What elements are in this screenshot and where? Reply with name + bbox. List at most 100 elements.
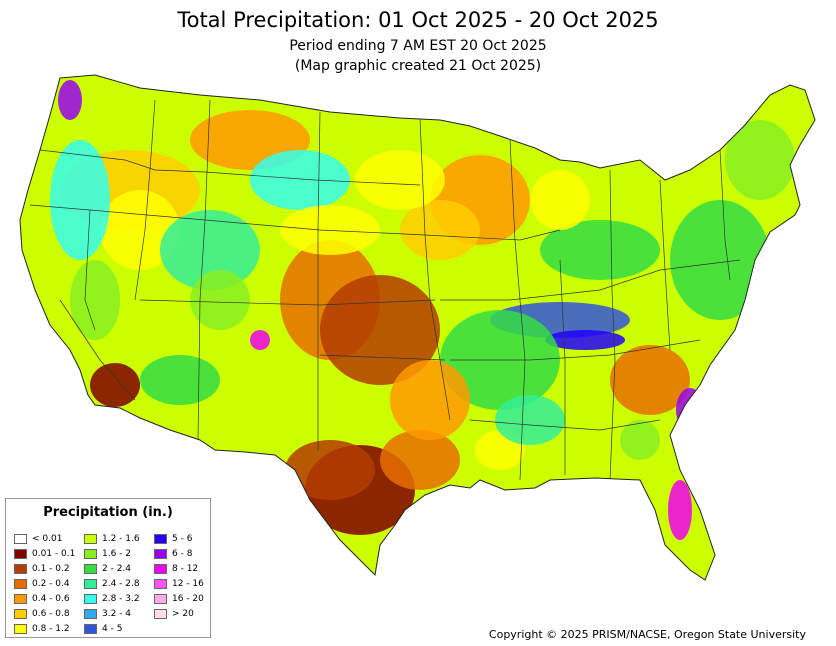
legend-label: 6 - 8 [172,549,193,559]
precip-region [190,270,250,330]
legend-label: 2 - 2.4 [102,564,132,574]
legend-label: > 20 [172,609,194,619]
legend-swatch [154,563,167,574]
legend-swatch [14,608,27,619]
state-border [559,259,566,475]
precip-region [545,330,625,350]
legend-swatch [14,623,27,634]
state-border [450,339,701,361]
legend-item: 0.6 - 0.8 [14,608,70,620]
legend-label: 2.8 - 3.2 [102,594,140,604]
state-border [609,169,616,481]
legend-swatch [14,563,27,574]
precip-region [725,120,795,200]
state-border [424,229,561,241]
state-border [39,149,421,186]
us-outline [19,74,816,581]
legend-title: Precipitation (in.) [43,505,173,520]
precip-region [70,260,120,340]
legend-item: 0.8 - 1.2 [14,623,70,635]
state-border [139,299,436,306]
legend-item: 1.2 - 1.6 [84,533,140,545]
precip-region [540,220,660,280]
precip-region [580,458,640,482]
state-border [659,179,671,351]
legend-label: 2.4 - 2.8 [102,579,140,589]
legend-label: 4 - 5 [102,624,123,634]
precip-region [620,420,660,460]
precip-region [676,388,704,432]
legend-swatch [84,533,97,544]
precip-region [400,200,480,260]
precip-region [285,440,375,500]
precip-region [668,480,692,540]
precip-region [50,140,110,260]
legend-item: 5 - 6 [154,533,192,545]
state-border [440,259,741,301]
precip-region [320,275,440,385]
precip-region [90,363,140,407]
legend-item: 0.1 - 0.2 [14,563,70,575]
state-border [197,99,211,441]
legend-item: 1.6 - 2 [84,548,131,560]
precip-region [390,360,470,440]
legend-item: 0.4 - 0.6 [14,593,70,605]
state-border [84,209,96,331]
precip-region [380,430,460,490]
legend-label: 0.01 - 0.1 [32,549,76,559]
state-border [509,139,526,481]
legend-swatch [14,578,27,589]
map-title: Total Precipitation: 01 Oct 2025 - 20 Oc… [177,8,659,32]
legend-item: 12 - 16 [154,578,204,590]
legend-swatch [14,593,27,604]
legend-swatch [154,533,167,544]
precip-region [355,150,445,210]
legend-item: > 20 [154,608,194,620]
legend-swatch [154,608,167,619]
legend-label: 3.2 - 4 [102,609,132,619]
legend-label: 0.2 - 0.4 [32,579,70,589]
map-period: Period ending 7 AM EST 20 Oct 2025 [289,38,547,54]
legend-item: 8 - 12 [154,563,198,575]
legend-item: 16 - 20 [154,593,204,605]
legend-swatch [154,548,167,559]
legend-label: 0.6 - 0.8 [32,609,70,619]
legend-label: < 0.01 [32,534,63,544]
state-border [719,149,731,281]
legend-swatch [84,578,97,589]
state-border [317,111,321,450]
legend-label: 8 - 12 [172,564,199,574]
legend-label: 5 - 6 [172,534,193,544]
legend-swatch [84,593,97,604]
precip-region [530,170,590,230]
legend-swatch [84,563,97,574]
legend-label: 0.1 - 0.2 [32,564,70,574]
legend-swatch [14,548,27,559]
legend-label: 12 - 16 [172,579,204,589]
legend-item: 2.4 - 2.8 [84,578,140,590]
legend-swatch [154,578,167,589]
legend-label: 1.2 - 1.6 [102,534,140,544]
precip-region [495,395,565,445]
state-border [319,354,446,361]
legend-item: < 0.01 [14,533,62,545]
legend-item: 0.01 - 0.1 [14,548,75,560]
legend-item: 2.8 - 3.2 [84,593,140,605]
precip-region [670,200,770,320]
legend: Precipitation (in.) < 0.01 0.01 - 0.1 0.1 … [5,498,211,638]
state-border [134,99,156,301]
legend-item: 3.2 - 4 [84,608,131,620]
precip-region [140,355,220,405]
legend-label: 1.6 - 2 [102,549,132,559]
legend-item: 6 - 8 [154,548,192,560]
precip-region [610,345,690,415]
legend-label: 0.4 - 0.6 [32,594,70,604]
precip-region [58,80,82,120]
state-border [59,299,136,401]
legend-label: 0.8 - 1.2 [32,624,70,634]
legend-item: 4 - 5 [84,623,122,635]
precip-region [280,205,380,255]
legend-item: 2 - 2.4 [84,563,131,575]
legend-swatch [154,593,167,604]
